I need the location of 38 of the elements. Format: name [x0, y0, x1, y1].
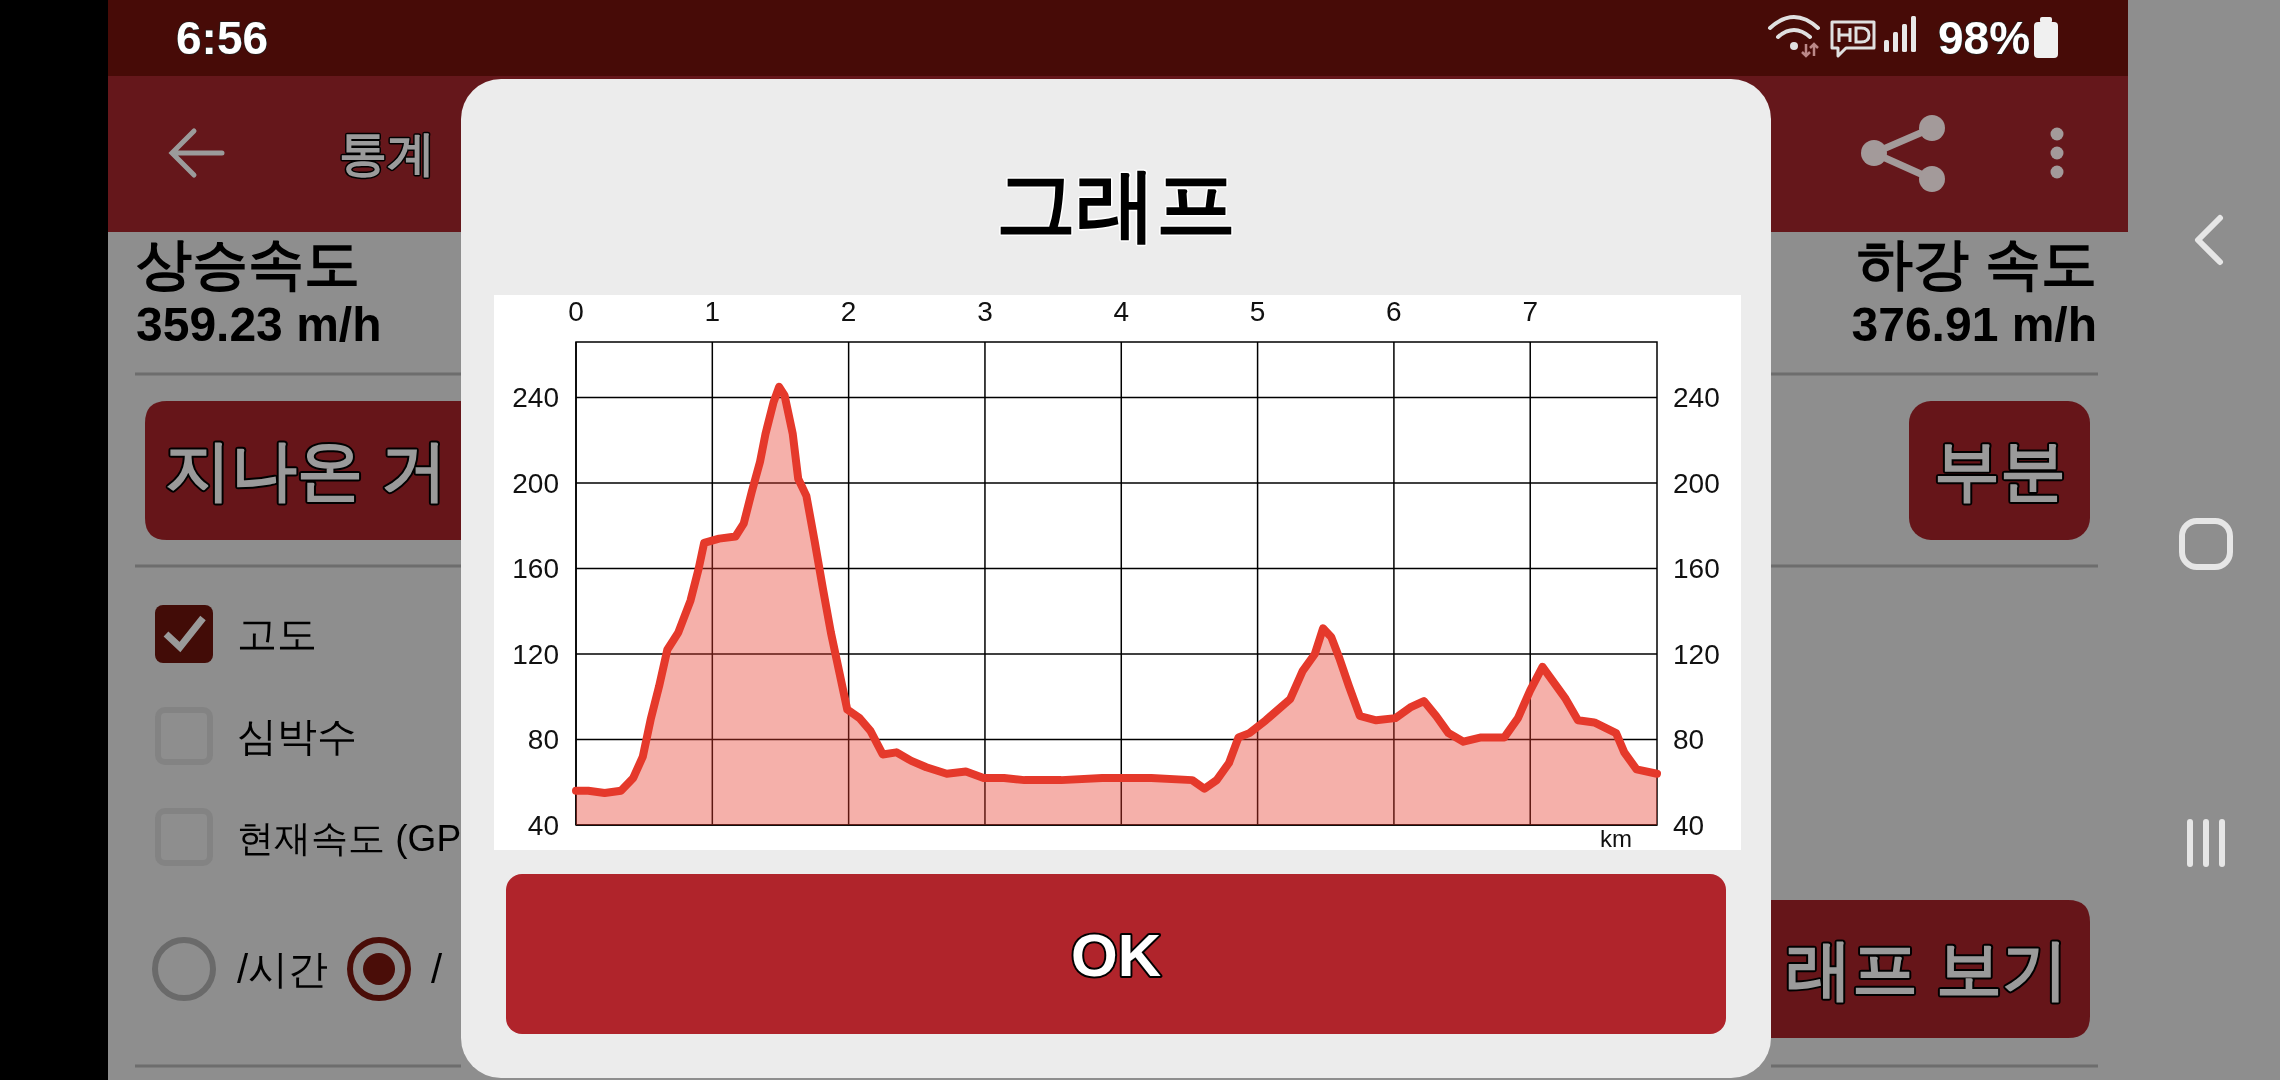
text: /	[431, 947, 443, 991]
x-tick-label: 4	[1113, 295, 1130, 327]
text: 98%	[1938, 12, 2031, 64]
x-tick-label: 0	[568, 295, 584, 327]
x-tick-label: 5	[1249, 295, 1266, 327]
y-tick-label: 200	[512, 467, 559, 499]
text: 지나온 거	[165, 433, 448, 507]
x-tick-label: 2	[840, 295, 857, 327]
y2-tick-label: 160	[1673, 553, 1720, 585]
x-axis-title: km	[1600, 824, 1632, 852]
x-tick-label: 7	[1522, 295, 1539, 327]
text: 상승속도	[136, 231, 360, 295]
y2-tick-label: 80	[1673, 724, 1705, 756]
chart-title: 그래프	[996, 159, 1236, 249]
y-tick-label: 160	[512, 553, 559, 585]
text: 376.91 m/h	[1851, 297, 2097, 351]
x-tick-label: 6	[1386, 295, 1402, 327]
text: 심박수	[237, 714, 357, 758]
text: /시간	[237, 947, 329, 991]
y-tick-label: 240	[512, 382, 559, 414]
text: 359.23 m/h	[136, 297, 382, 351]
text: 래프 보기	[1785, 932, 2068, 1006]
y-tick-label: 40	[527, 809, 559, 841]
text: 부분	[1934, 433, 2066, 507]
text: 통계	[339, 126, 435, 180]
y-tick-label: 80	[527, 724, 559, 756]
y2-tick-label: 40	[1673, 809, 1705, 841]
text: 하강 속도	[1857, 231, 2097, 295]
y2-tick-label: 240	[1673, 382, 1720, 414]
text: 6:56	[176, 12, 269, 64]
y-tick-label: 120	[512, 638, 559, 670]
y2-tick-label: 200	[1673, 467, 1720, 499]
x-tick-label: 1	[704, 295, 721, 327]
y2-tick-label: 120	[1673, 638, 1720, 670]
text: OK	[1071, 921, 1161, 989]
text: 현재속도 (GP	[237, 817, 462, 859]
x-tick-label: 3	[977, 295, 993, 327]
text: 고도	[237, 612, 317, 656]
